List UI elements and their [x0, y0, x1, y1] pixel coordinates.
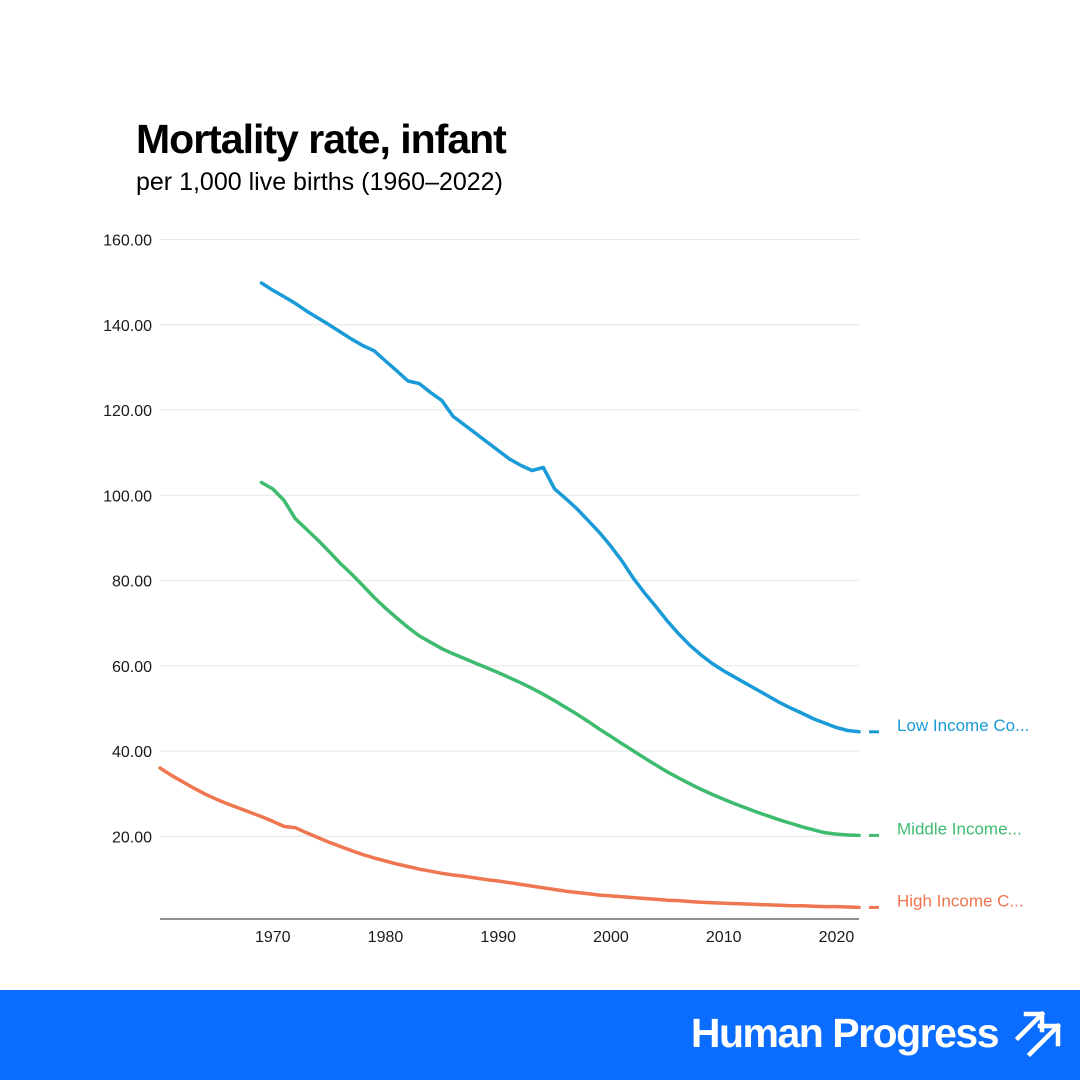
y-tick-label: 160.00: [103, 233, 152, 250]
y-tick-label: 120.00: [103, 403, 152, 420]
y-tick-label: 140.00: [103, 318, 152, 335]
y-tick-label: 80.00: [112, 574, 152, 591]
y-tick-label: 40.00: [112, 744, 152, 761]
y-tick-label: 20.00: [112, 829, 152, 846]
series-line[interactable]: [259, 281, 861, 734]
y-tick-label: 100.00: [103, 488, 152, 505]
x-tick-label: 1980: [368, 929, 404, 946]
series-label: Middle Income...: [897, 819, 1022, 838]
double-arrow-up-right-icon: [1014, 1010, 1062, 1058]
series-line[interactable]: [158, 766, 861, 910]
x-tick-label: 1990: [480, 929, 516, 946]
brand-name[interactable]: Human Progress: [690, 1010, 1000, 1056]
series-label: High Income C...: [897, 891, 1024, 910]
x-tick-label: 1970: [255, 929, 291, 946]
x-tick-label: 2010: [706, 929, 742, 946]
chart-subtitle: per 1,000 live births (1960–2022): [136, 168, 503, 196]
line-chart: 20.00 40.00 60.00 80.00 100.00 120.00 140.00 16…: [103, 233, 1029, 947]
series-label: Low Income Co...: [897, 716, 1029, 735]
y-tick-label: 60.00: [112, 659, 152, 676]
chart-title: Mortality rate, infant: [136, 116, 507, 162]
x-tick-label: 2020: [819, 929, 855, 946]
series-line[interactable]: [259, 480, 861, 838]
x-tick-label: 2000: [593, 929, 629, 946]
footer-banner: Human Progress: [0, 990, 1080, 1080]
